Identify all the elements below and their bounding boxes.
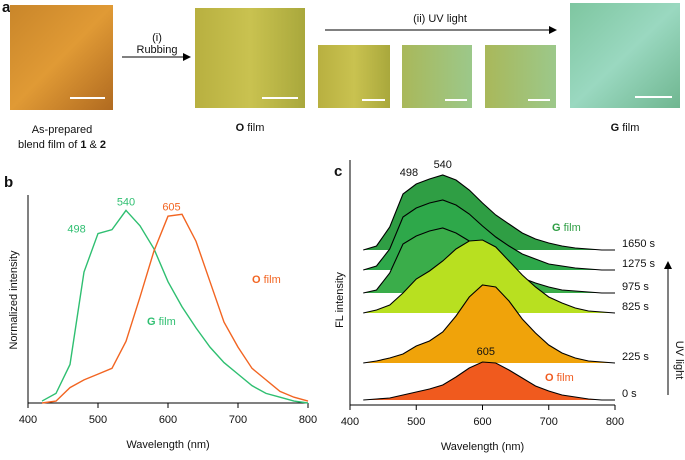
caption-part: G: [611, 122, 620, 134]
peak-label: 540: [117, 196, 135, 208]
step-label: (ii) UV light: [413, 13, 467, 25]
film-label: G film: [552, 222, 581, 234]
caption: As-prepared: [32, 124, 93, 136]
caption-part: O: [236, 122, 245, 134]
film-label: O film: [545, 372, 574, 384]
photo: [485, 45, 556, 108]
uv-label: UV light: [673, 341, 685, 380]
x-tick-label: 400: [19, 414, 37, 426]
x-tick-label: 800: [299, 414, 317, 426]
series-label: G film: [147, 316, 176, 328]
y-axis-label: Normalized intensity: [8, 250, 20, 350]
time-label: 825 s: [622, 301, 649, 313]
caption-part: film: [619, 122, 639, 134]
photo: [10, 5, 113, 110]
x-tick-label: 500: [407, 416, 425, 428]
peak-label: 498: [67, 223, 85, 235]
spectrum-line: [363, 284, 616, 364]
photo: [195, 8, 305, 108]
caption-part: 1: [80, 139, 86, 151]
spectrum-line: [363, 199, 615, 271]
panel-label: b: [4, 174, 13, 191]
panel-label: a: [2, 0, 11, 16]
peak-label: 605: [477, 346, 495, 358]
caption-part: film: [244, 122, 264, 134]
time-label: 225 s: [622, 351, 649, 363]
spectrum-fill: [363, 285, 615, 363]
peak-label: 540: [434, 159, 452, 171]
time-label: 975 s: [622, 281, 649, 293]
caption-part: blend film of: [18, 139, 80, 151]
spectrum-fill: [363, 240, 615, 313]
spectrum-fill: [363, 362, 615, 400]
caption-part: 2: [100, 139, 106, 151]
x-axis-label: Wavelength (nm): [126, 439, 209, 451]
photo: [402, 45, 472, 108]
spectrum-line: [363, 361, 615, 401]
peak-label: 605: [162, 202, 180, 214]
peak-label: 498: [400, 167, 418, 179]
panel-a: a (i) Rubbing (ii) UV light As-prepared …: [2, 0, 680, 151]
series-label: O film: [252, 274, 281, 286]
y-axis-label: FL intensity: [334, 272, 346, 328]
x-tick-label: 700: [229, 414, 247, 426]
x-tick-label: 800: [606, 416, 624, 428]
x-axis-label: Wavelength (nm): [441, 441, 524, 453]
caption-part: &: [86, 139, 99, 151]
x-tick-label: 400: [341, 416, 359, 428]
step-label: Rubbing: [137, 44, 178, 56]
x-tick-label: 500: [89, 414, 107, 426]
photo: [318, 45, 390, 108]
time-label: 0 s: [622, 388, 637, 400]
x-tick-label: 700: [540, 416, 558, 428]
caption: G film: [611, 122, 640, 134]
spectrum-line: [41, 209, 309, 404]
panel-label: c: [334, 163, 342, 180]
time-label: 1275 s: [622, 258, 656, 270]
x-tick-label: 600: [473, 416, 491, 428]
caption: blend film of 1 & 2: [18, 139, 106, 151]
step-number: (i): [152, 32, 162, 44]
time-label: 1650 s: [622, 238, 656, 250]
photo: [570, 3, 680, 108]
x-tick-label: 600: [159, 414, 177, 426]
caption: O film: [236, 122, 265, 134]
spectrum-line: [363, 239, 616, 314]
spectrum-line: [363, 174, 615, 251]
spectrum-line: [41, 213, 309, 404]
